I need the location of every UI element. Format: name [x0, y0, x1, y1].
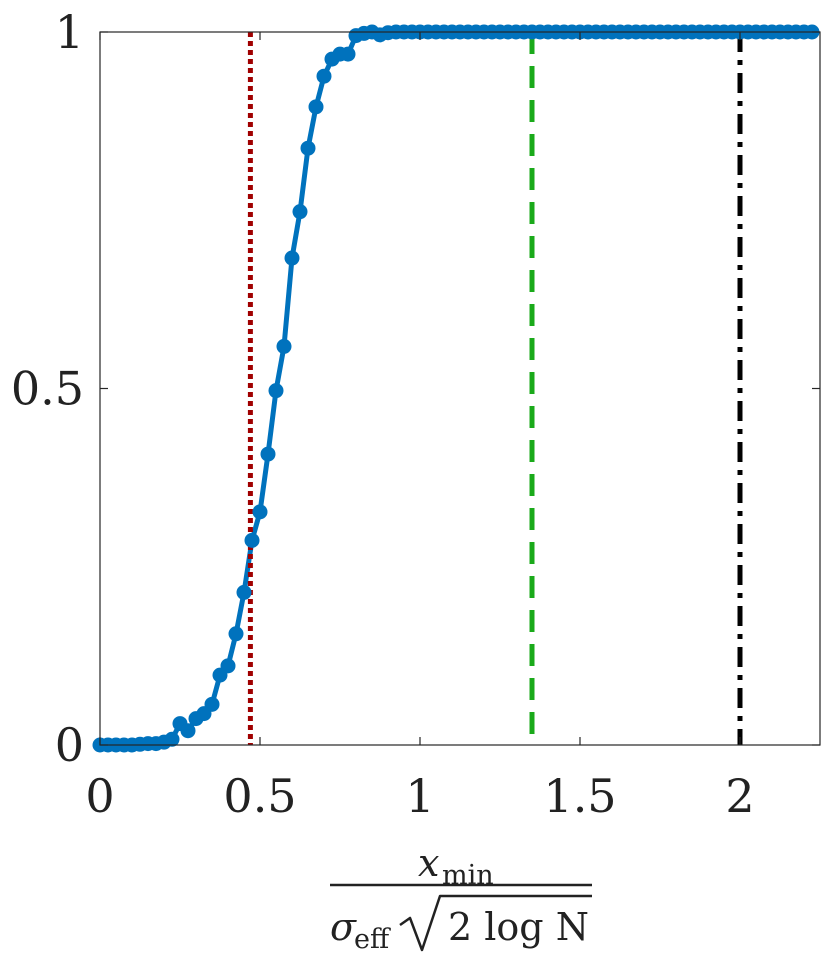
axes-box — [99, 31, 821, 746]
y-tick-label: 0.5 — [11, 362, 84, 416]
xlabel-denominator-subscript: eff — [354, 924, 391, 955]
data-point — [300, 140, 316, 156]
xlabel-numerator: x — [418, 841, 439, 885]
x-tick-label: 2 — [725, 769, 754, 823]
data-point — [340, 46, 356, 62]
data-point — [276, 338, 292, 354]
data-point — [260, 446, 276, 462]
data-point — [228, 626, 244, 642]
data-point — [252, 504, 268, 520]
x-tick-label: 1 — [405, 769, 434, 823]
xlabel-radicand: 2 log N — [448, 905, 589, 949]
data-point — [268, 383, 284, 399]
series-line-0 — [97, 29, 815, 748]
data-point — [244, 532, 260, 548]
axes — [99, 31, 821, 746]
xlabel-numerator-subscript: min — [442, 860, 494, 891]
x-tick-label: 1.5 — [543, 769, 616, 823]
data-point — [308, 99, 324, 115]
data-point — [292, 204, 308, 220]
y-tick-label: 0 — [55, 718, 84, 772]
data-point — [316, 68, 332, 84]
x-tick-label: 0.5 — [223, 769, 296, 823]
y-tick-label: 1 — [55, 5, 84, 59]
data-point — [180, 723, 196, 739]
data-point — [236, 584, 252, 600]
plot-area — [92, 24, 820, 753]
x-tick-label: 0 — [85, 769, 114, 823]
data-point — [204, 696, 220, 712]
data-point — [220, 658, 236, 674]
radical-sign — [399, 894, 592, 952]
data-point — [164, 731, 180, 747]
ticks: 0 0.5 1 1.5 2 0 0.5 1 — [11, 5, 820, 823]
xlabel-denominator-symbol: σ — [330, 905, 357, 949]
data-point — [284, 250, 300, 266]
